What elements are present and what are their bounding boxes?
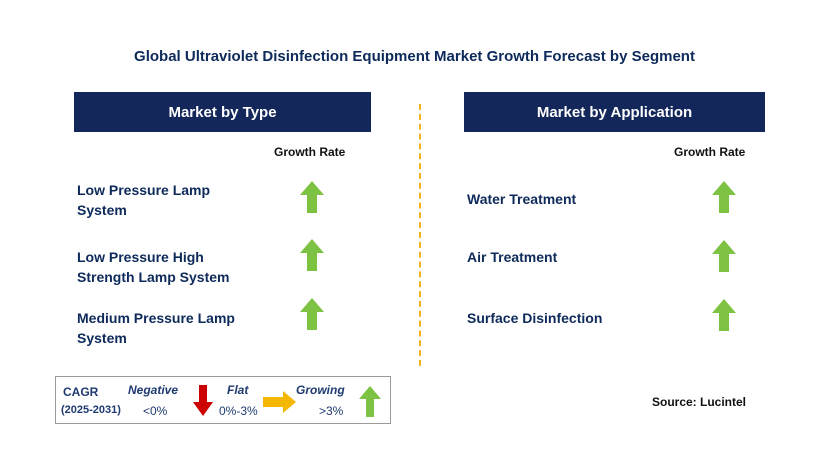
legend-period-label: (2025-2031) xyxy=(61,404,121,416)
type-row-label: Low Pressure High Strength Lamp System xyxy=(77,249,230,285)
cagr-legend: CAGR (2025-2031) Negative <0% Flat 0%-3%… xyxy=(55,376,391,424)
legend-growing-range: >3% xyxy=(319,404,344,418)
up-arrow-icon xyxy=(712,240,736,272)
type-row-label: Medium Pressure Lamp System xyxy=(77,310,235,346)
legend-negative-label: Negative xyxy=(128,383,179,397)
application-row-label: Air Treatment xyxy=(467,249,558,265)
legend-cagr-label: CAGR xyxy=(63,385,99,399)
up-arrow-icon xyxy=(712,181,736,213)
chart-title: Global Ultraviolet Disinfection Equipmen… xyxy=(134,48,695,65)
up-arrow-icon xyxy=(300,181,324,213)
application-panel-header: Market by Application xyxy=(464,92,765,132)
type-panel-header: Market by Type xyxy=(74,92,371,132)
legend-growing-label: Growing xyxy=(296,383,345,397)
application-growth-rate-label: Growth Rate xyxy=(674,145,746,159)
type-row-label: Low Pressure Lamp System xyxy=(77,182,211,218)
application-row-label: Surface Disinfection xyxy=(467,310,603,326)
legend-flat-range: 0%-3% xyxy=(219,404,258,418)
up-arrow-icon xyxy=(359,386,381,417)
type-growth-rate-label: Growth Rate xyxy=(274,145,346,159)
panel-divider xyxy=(419,104,421,366)
application-row-label: Water Treatment xyxy=(467,191,577,207)
up-arrow-icon xyxy=(300,298,324,330)
down-arrow-icon xyxy=(193,385,213,416)
legend-flat-label: Flat xyxy=(227,383,249,397)
up-arrow-icon xyxy=(300,239,324,271)
right-arrow-icon xyxy=(263,391,296,413)
legend-negative-range: <0% xyxy=(143,404,168,418)
up-arrow-icon xyxy=(712,299,736,331)
source-label: Source: Lucintel xyxy=(652,395,747,409)
